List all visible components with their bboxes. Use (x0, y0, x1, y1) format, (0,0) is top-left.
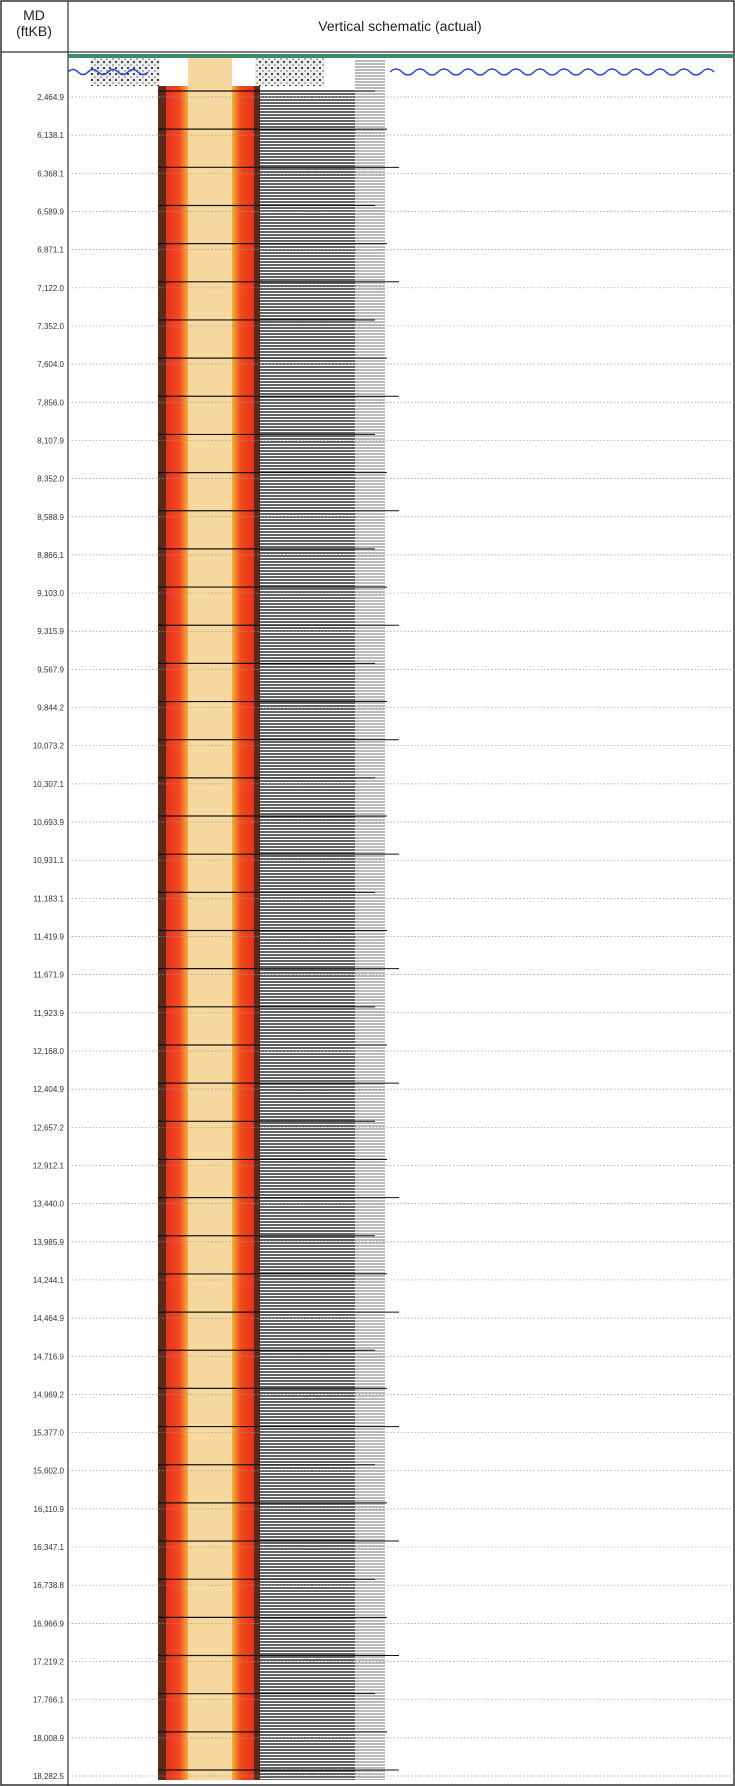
md-label: 6,138.1 (37, 131, 64, 140)
md-label: 12,657.2 (33, 1123, 65, 1132)
md-label: 12,404.9 (33, 1085, 65, 1094)
md-label: 10,931.1 (33, 856, 65, 865)
surface-line (68, 54, 734, 58)
md-label: 2,464.9 (37, 93, 64, 102)
md-label: 10,307.1 (33, 780, 65, 789)
md-label: 15,602.0 (33, 1467, 65, 1476)
annotation-hatch (355, 60, 385, 1780)
perforation-hatch (260, 90, 355, 1780)
md-label: 7,352.0 (37, 322, 64, 331)
md-label: 6,589.9 (37, 207, 64, 216)
md-label: 17,766.1 (33, 1696, 65, 1705)
cement-left (166, 86, 188, 1780)
water-level-left (67, 68, 149, 76)
md-label: 12,912.1 (33, 1161, 65, 1170)
md-label: 10,073.2 (33, 742, 65, 751)
wellbore (67, 54, 734, 1780)
md-label: 11,419.9 (33, 933, 64, 942)
md-label: 7,856.0 (37, 398, 64, 407)
md-label: 18,008.9 (33, 1734, 65, 1743)
casing-right (254, 86, 260, 1780)
md-header: MD (ftKB) (16, 7, 52, 39)
md-label: 10,693.9 (33, 818, 65, 827)
md-label: 11,923.9 (33, 1009, 64, 1018)
ground-left (90, 58, 160, 86)
md-label: 16,110.9 (33, 1505, 64, 1514)
casing-left (158, 86, 166, 1780)
md-label: 15,377.0 (33, 1429, 65, 1438)
md-label: 8,107.9 (37, 436, 64, 445)
md-label: 9,103.0 (37, 589, 64, 598)
md-label: 9,567.9 (37, 665, 64, 674)
md-label: 13,440.0 (33, 1200, 65, 1209)
md-label: 8,588.9 (37, 513, 64, 522)
md-label: 7,122.0 (37, 284, 64, 293)
md-label: 7,604.0 (37, 360, 64, 369)
schematic-header: Vertical schematic (actual) (318, 18, 481, 34)
md-label: 9,844.2 (37, 704, 64, 713)
md-label: 11,671.9 (33, 971, 64, 980)
cement-right (232, 86, 254, 1780)
ground-right (255, 58, 325, 86)
md-label: 9,315.9 (37, 627, 64, 636)
md-label: 14,464.9 (33, 1314, 65, 1323)
md-label: 11,183.1 (33, 894, 64, 903)
md-label: 14,969.2 (33, 1390, 65, 1399)
md-label: 16,347.1 (33, 1543, 65, 1552)
md-label: 13,985.9 (33, 1238, 65, 1247)
md-label: 16,966.9 (33, 1619, 65, 1628)
md-label: 8,352.0 (37, 475, 64, 484)
md-label: 16,738.8 (33, 1581, 65, 1590)
md-label: 6,368.1 (37, 169, 64, 178)
md-label: 12,168.0 (33, 1047, 65, 1056)
tubing (188, 58, 232, 1780)
md-label: 6,871.1 (37, 246, 64, 255)
water-level-right (389, 68, 715, 76)
md-label: 18,282.5 (33, 1772, 65, 1781)
md-label: 17,219.2 (33, 1658, 65, 1667)
md-label: 14,244.1 (33, 1276, 65, 1285)
md-label: 8,866.1 (37, 551, 64, 560)
md-label: 14,716.9 (33, 1352, 65, 1361)
